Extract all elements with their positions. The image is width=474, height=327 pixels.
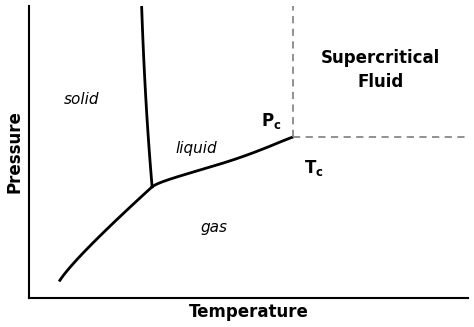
Text: gas: gas — [200, 220, 227, 235]
Text: solid: solid — [64, 92, 100, 107]
Text: $\mathbf{T_c}$: $\mathbf{T_c}$ — [304, 158, 323, 178]
Text: Supercritical
Fluid: Supercritical Fluid — [321, 49, 440, 91]
Text: liquid: liquid — [175, 141, 217, 156]
Text: $\mathbf{P_c}$: $\mathbf{P_c}$ — [261, 111, 282, 131]
X-axis label: Temperature: Temperature — [189, 303, 309, 321]
Y-axis label: Pressure: Pressure — [6, 110, 24, 193]
